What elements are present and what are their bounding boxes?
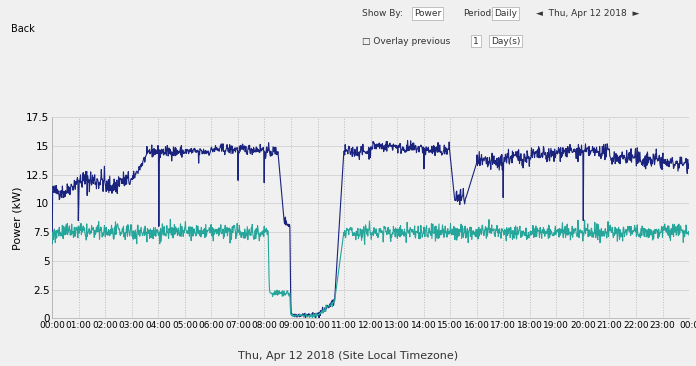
Text: Thu, Apr 12 2018 (Site Local Timezone): Thu, Apr 12 2018 (Site Local Timezone): [238, 351, 458, 361]
Text: Back: Back: [10, 24, 35, 34]
Text: □ Overlay previous: □ Overlay previous: [362, 37, 450, 46]
Y-axis label: Power (kW): Power (kW): [12, 186, 22, 250]
Text: Show By:: Show By:: [362, 9, 403, 18]
Text: 1: 1: [473, 37, 479, 46]
Text: Day(s): Day(s): [491, 37, 520, 46]
Text: Power: Power: [414, 9, 441, 18]
Text: Period:: Period:: [463, 9, 494, 18]
Text: Daily: Daily: [494, 9, 517, 18]
Text: ◄  Thu, Apr 12 2018  ►: ◄ Thu, Apr 12 2018 ►: [536, 9, 640, 18]
